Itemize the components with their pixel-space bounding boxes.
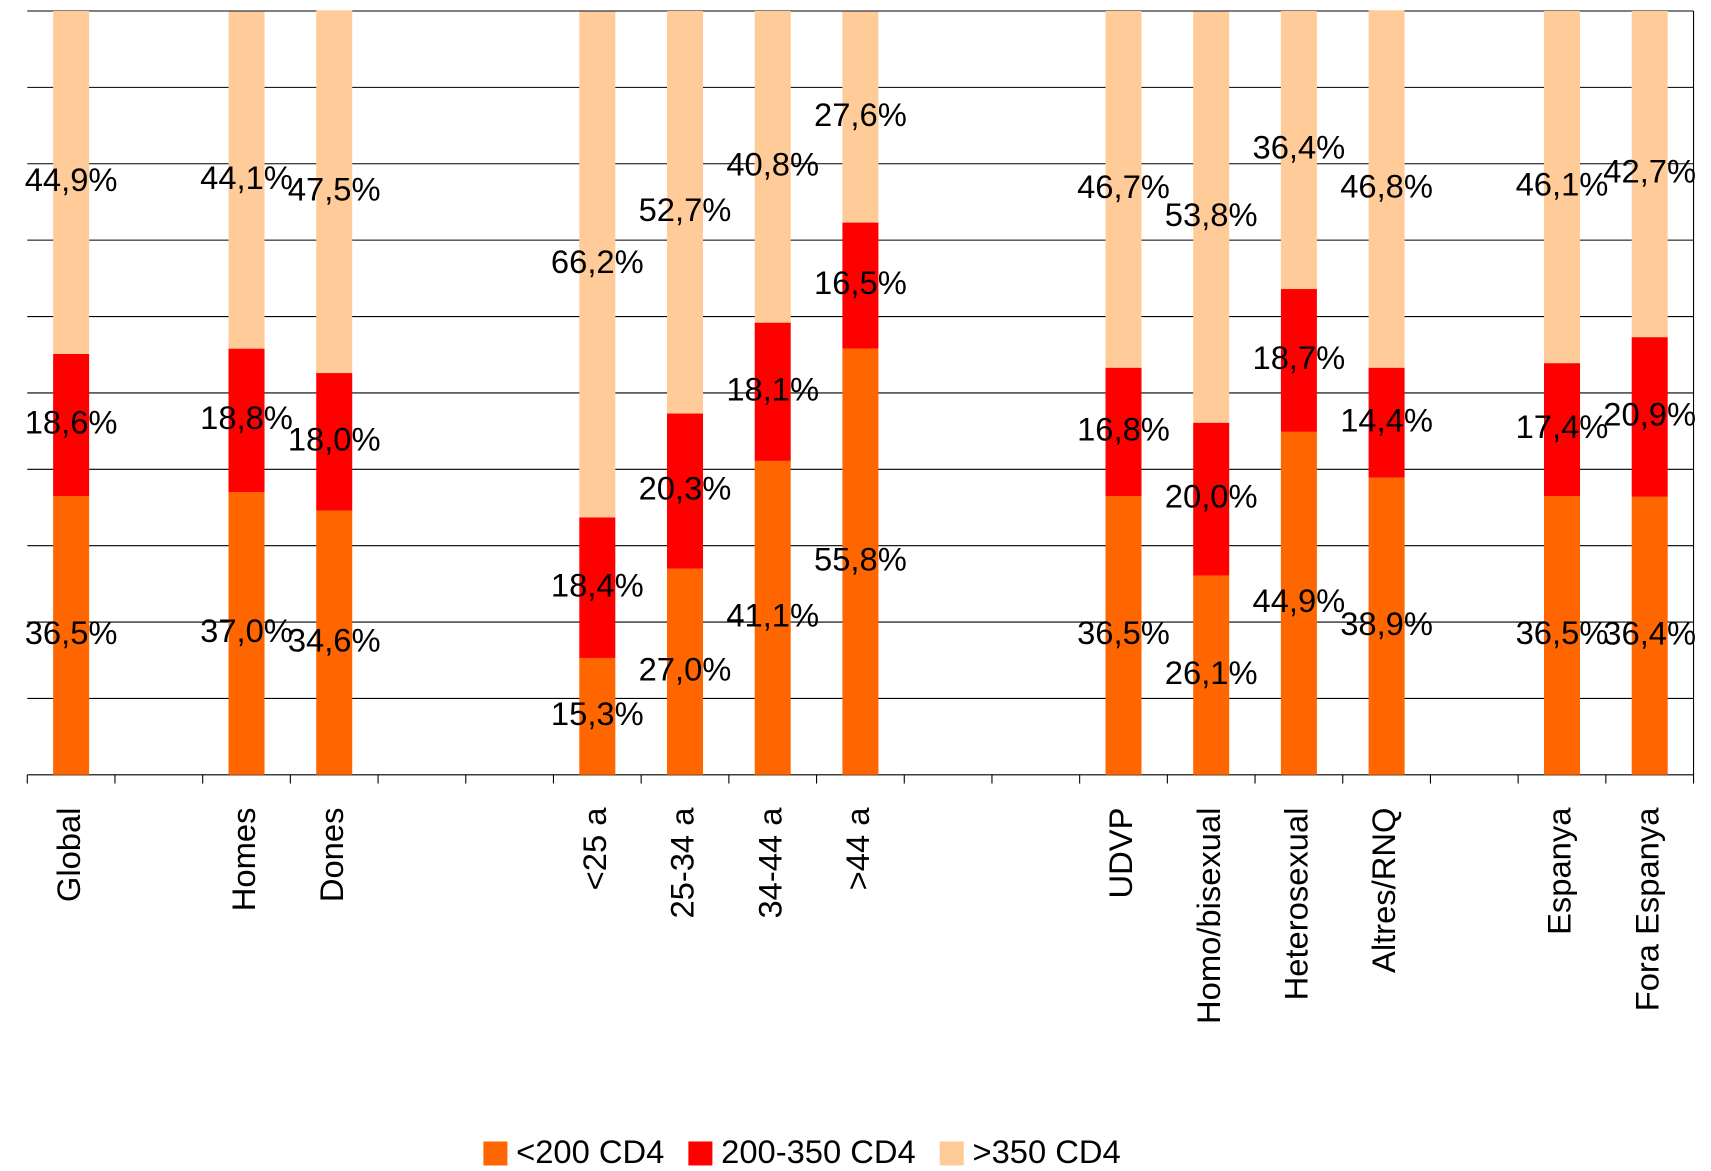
data-label: 44,9% xyxy=(1253,582,1346,619)
data-label: 42,7% xyxy=(1603,153,1696,190)
data-label: 36,4% xyxy=(1253,129,1346,166)
bar-segment xyxy=(1280,289,1317,432)
data-label: 44,1% xyxy=(200,159,293,196)
data-label: 16,5% xyxy=(814,264,907,301)
data-label: 53,8% xyxy=(1165,196,1258,233)
bar-segment xyxy=(1631,10,1668,338)
data-label: 46,8% xyxy=(1340,168,1433,205)
bar-segment xyxy=(667,10,704,414)
x-tick-label: Heterosexual xyxy=(1278,808,1315,1001)
bar-segment xyxy=(316,373,353,511)
x-tick-label: Fora Espanya xyxy=(1628,807,1665,1011)
data-label: 46,7% xyxy=(1077,168,1170,205)
data-label: 18,7% xyxy=(1253,339,1346,376)
bar-segment xyxy=(53,10,90,354)
bar-segment xyxy=(1543,10,1580,364)
bar-segment xyxy=(579,517,616,658)
x-tick-label: Homo/bisexual xyxy=(1190,808,1227,1024)
legend-label: 200-350 CD4 xyxy=(721,1133,916,1170)
bar-segment xyxy=(842,11,879,223)
bar-segment xyxy=(316,510,353,775)
data-label: 16,8% xyxy=(1077,410,1170,447)
data-label: 55,8% xyxy=(814,540,907,577)
data-label: 52,7% xyxy=(639,191,732,228)
data-label: 36,5% xyxy=(1516,614,1609,651)
data-label: 17,4% xyxy=(1516,408,1609,445)
x-tick-label: 34-44 a xyxy=(751,807,788,919)
bar-segment xyxy=(1368,10,1405,368)
x-tick-label: Espanya xyxy=(1541,807,1578,935)
x-tick-label: >44 a xyxy=(839,807,876,891)
bar-segment xyxy=(1368,367,1405,478)
data-label: 34,6% xyxy=(288,621,381,658)
bar-segment xyxy=(1193,422,1230,576)
bar-segment xyxy=(1631,337,1668,497)
bar-segment xyxy=(228,492,265,775)
bar-segment xyxy=(579,657,616,775)
x-tick-label: 25-34 a xyxy=(664,807,701,919)
data-label: 27,0% xyxy=(639,650,732,687)
data-label: 41,1% xyxy=(726,596,819,633)
bar-segment xyxy=(842,348,879,775)
data-label: 38,9% xyxy=(1340,605,1433,642)
bar-segment xyxy=(579,11,616,518)
x-tick-label: <25 a xyxy=(576,807,613,891)
data-label: 14,4% xyxy=(1340,401,1433,438)
bar-segment xyxy=(1193,575,1230,775)
bar-segment xyxy=(1368,477,1405,775)
bar-segment xyxy=(53,496,90,775)
bar-segment xyxy=(53,353,90,497)
data-label: 20,3% xyxy=(639,470,732,507)
data-label: 18,6% xyxy=(25,404,118,441)
data-label: 18,4% xyxy=(551,566,644,603)
data-label: 20,9% xyxy=(1603,396,1696,433)
legend-label: >350 CD4 xyxy=(972,1133,1120,1170)
x-tick-label: Global xyxy=(50,808,87,903)
data-label: 46,1% xyxy=(1516,166,1609,203)
legend-swatch xyxy=(688,1141,713,1166)
data-label: 36,5% xyxy=(25,614,118,651)
bar-segment xyxy=(754,460,791,775)
data-label: 66,2% xyxy=(551,243,644,280)
data-label: 40,8% xyxy=(726,145,819,182)
bar-segment xyxy=(228,348,265,493)
bar-segment xyxy=(1105,367,1142,497)
data-label: 26,1% xyxy=(1165,654,1258,691)
data-label: 47,5% xyxy=(288,170,381,207)
data-label: 18,0% xyxy=(288,420,381,457)
bar-segment xyxy=(842,222,879,349)
bar-segment xyxy=(1631,496,1668,775)
legend-swatch xyxy=(939,1141,964,1166)
data-label: 20,0% xyxy=(1165,478,1258,515)
bar-segment xyxy=(754,10,791,323)
bar-segment xyxy=(754,322,791,461)
data-label: 36,4% xyxy=(1603,614,1696,651)
data-label: 15,3% xyxy=(551,695,644,732)
data-label: 36,5% xyxy=(1077,614,1170,651)
bar-segment xyxy=(1543,363,1580,497)
x-tick-label: Dones xyxy=(313,808,350,903)
legend-swatch xyxy=(483,1141,508,1166)
bar-segment xyxy=(1105,496,1142,775)
bar-segment xyxy=(1105,10,1142,368)
bar-segment xyxy=(1280,10,1317,290)
bar-segment xyxy=(316,10,353,374)
bar-segment xyxy=(228,11,265,349)
data-label: 44,9% xyxy=(25,161,118,198)
bar-segment xyxy=(667,568,704,775)
legend-label: <200 CD4 xyxy=(516,1133,664,1170)
bar-segment xyxy=(1543,496,1580,775)
data-label: 18,8% xyxy=(200,399,293,436)
bar-segment xyxy=(1280,431,1317,775)
data-label: 37,0% xyxy=(200,612,293,649)
bar-segment xyxy=(667,413,704,569)
x-tick-label: UDVP xyxy=(1102,808,1139,899)
x-tick-label: Altres/RNQ xyxy=(1365,808,1402,973)
data-label: 27,6% xyxy=(814,96,907,133)
bar-segment xyxy=(1193,11,1230,423)
data-label: 18,1% xyxy=(726,370,819,407)
x-tick-label: Homes xyxy=(225,808,262,912)
